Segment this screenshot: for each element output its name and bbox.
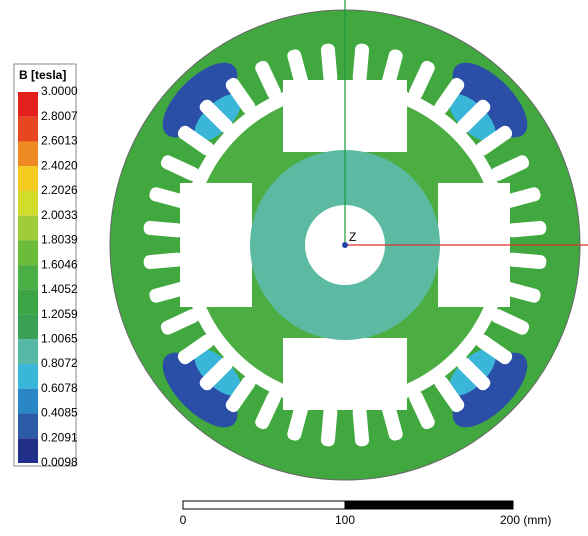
legend-label: 2.8007 <box>41 109 78 123</box>
legend-swatch <box>18 92 38 117</box>
rotor-opening <box>180 183 252 307</box>
legend-label: 2.4020 <box>41 158 78 172</box>
legend-swatch <box>18 414 38 439</box>
legend-swatch <box>18 191 38 216</box>
legend-label: 2.0033 <box>41 208 78 222</box>
legend-swatch <box>18 339 38 364</box>
simulation-view: Z B [tesla] 3.0000 2.8007 2.6013 2.4020 2.20… <box>0 0 588 536</box>
legend-label: 1.2059 <box>41 307 78 321</box>
legend-label: 1.6046 <box>41 257 78 271</box>
legend-swatch <box>18 166 38 191</box>
legend-swatch <box>18 216 38 241</box>
legend-swatch <box>18 438 38 463</box>
legend-swatch <box>18 265 38 290</box>
legend-swatch <box>18 315 38 340</box>
scale-label: 200 (mm) <box>500 513 551 527</box>
legend-label: 0.6078 <box>41 381 78 395</box>
axis-label: Z <box>349 230 356 244</box>
legend-swatch <box>18 141 38 166</box>
legend-label: 0.0098 <box>41 455 78 469</box>
scale-label: 100 <box>335 513 355 527</box>
legend-swatch <box>18 240 38 265</box>
legend-swatch <box>18 364 38 389</box>
legend-label: 0.4085 <box>41 406 78 420</box>
legend-label: 1.0065 <box>41 332 78 346</box>
legend: B [tesla] 3.0000 2.8007 2.6013 2.4020 2.2026… <box>14 64 78 469</box>
scale-label: 0 <box>180 513 187 527</box>
legend-label: 0.2091 <box>41 430 78 444</box>
origin <box>342 242 348 248</box>
legend-label: 1.8039 <box>41 233 78 247</box>
legend-label: 3.0000 <box>41 84 78 98</box>
legend-label: 2.2026 <box>41 183 78 197</box>
legend-title: B [tesla] <box>19 68 66 82</box>
legend-swatch <box>18 117 38 142</box>
legend-label: 2.6013 <box>41 134 78 148</box>
legend-label: 1.4052 <box>41 282 78 296</box>
scale-bar-white <box>183 501 345 509</box>
motor-field-plot: Z <box>110 0 588 480</box>
scale-bar-black <box>345 501 513 509</box>
legend-label: 0.8072 <box>41 356 78 370</box>
rotor-opening <box>283 338 407 410</box>
scale-bar: 0 100 200 (mm) <box>180 501 552 527</box>
legend-swatch <box>18 290 38 315</box>
legend-swatch <box>18 389 38 414</box>
